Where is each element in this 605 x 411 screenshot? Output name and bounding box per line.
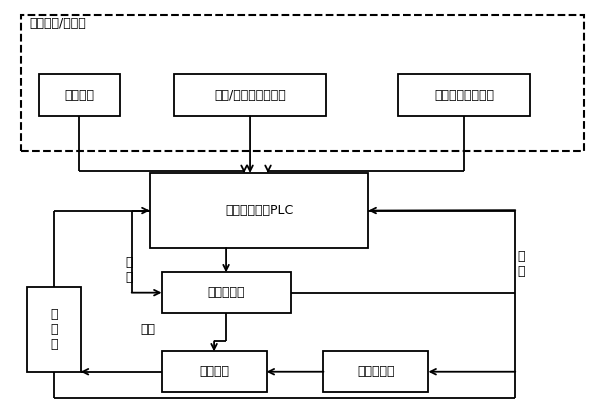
FancyBboxPatch shape	[27, 286, 80, 372]
Text: 速度给定: 速度给定	[64, 88, 94, 102]
Text: 扭
矩: 扭 矩	[125, 256, 132, 284]
FancyBboxPatch shape	[162, 351, 267, 392]
Text: 速度: 速度	[140, 323, 155, 336]
Text: 操作面板/触摸屏: 操作面板/触摸屏	[30, 17, 87, 30]
Text: 系统各个参数显示: 系统各个参数显示	[434, 88, 494, 102]
Text: 转盘主电机: 转盘主电机	[208, 286, 245, 299]
Text: 伺服电机: 伺服电机	[199, 365, 229, 378]
FancyBboxPatch shape	[39, 74, 120, 116]
FancyBboxPatch shape	[21, 15, 584, 151]
Text: 启动/停止软扭矩控制: 启动/停止软扭矩控制	[214, 88, 286, 102]
Text: 扭
矩
仪: 扭 矩 仪	[50, 308, 57, 351]
FancyBboxPatch shape	[324, 351, 428, 392]
Text: 伺服驱动器: 伺服驱动器	[357, 365, 394, 378]
FancyBboxPatch shape	[162, 272, 290, 313]
Text: 速
度: 速 度	[517, 250, 525, 278]
FancyBboxPatch shape	[399, 74, 531, 116]
Text: 可编程控制器PLC: 可编程控制器PLC	[225, 204, 293, 217]
FancyBboxPatch shape	[149, 173, 368, 248]
FancyBboxPatch shape	[174, 74, 327, 116]
